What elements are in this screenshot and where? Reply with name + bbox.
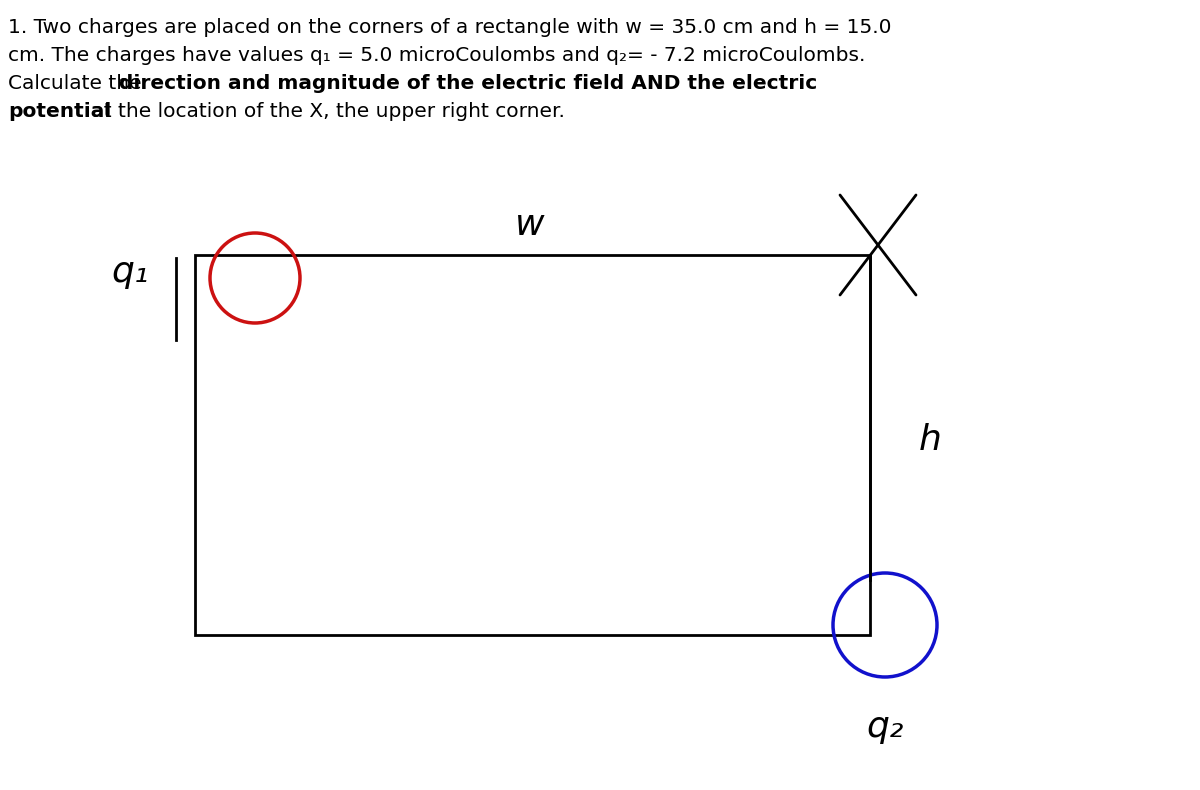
Text: at the location of the X, the upper right corner.: at the location of the X, the upper righ… [85, 102, 565, 121]
Text: 1. Two charges are placed on the corners of a rectangle with w = 35.0 cm and h =: 1. Two charges are placed on the corners… [8, 18, 892, 37]
Text: q₂: q₂ [866, 710, 904, 744]
Text: potential: potential [8, 102, 112, 121]
Bar [194, 255, 870, 635]
Text: q₁: q₁ [112, 255, 149, 289]
Text: Calculate the: Calculate the [8, 74, 148, 93]
Text: w: w [515, 208, 545, 242]
Text: direction and magnitude of the electric field AND the electric: direction and magnitude of the electric … [119, 74, 817, 93]
Text: h: h [918, 423, 942, 457]
Text: cm. The charges have values q₁ = 5.0 microCoulombs and q₂= - 7.2 microCoulombs.: cm. The charges have values q₁ = 5.0 mic… [8, 46, 865, 65]
